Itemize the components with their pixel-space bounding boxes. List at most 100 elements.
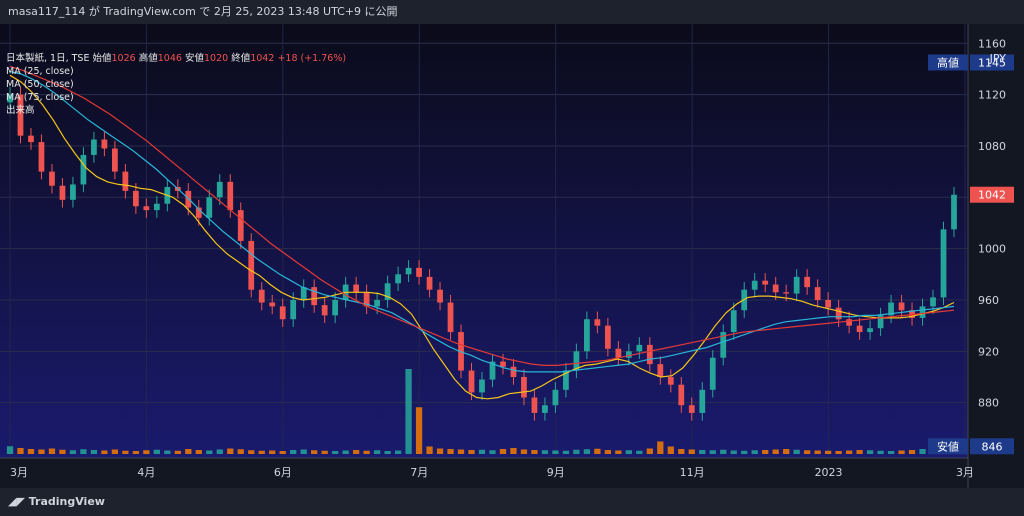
tradingview-logo[interactable]: ◢◤ TradingView — [8, 488, 105, 516]
volume-bar — [332, 451, 339, 454]
volume-bar — [489, 450, 496, 454]
legend-open-value: 1026 — [111, 53, 136, 64]
legend-ohlc-row: 日本製紙, 1日, TSE 始値1026 高値1046 安値1020 終値104… — [6, 52, 346, 65]
volume-bar — [27, 449, 35, 454]
candle-body — [636, 344, 643, 352]
candle-body — [772, 284, 779, 293]
volume-bar — [174, 450, 181, 454]
candle-body — [206, 197, 213, 218]
candle-body — [7, 94, 13, 103]
candle-body — [709, 357, 716, 390]
volume-bar — [783, 449, 790, 454]
legend-ma50[interactable]: MA (50, close) — [6, 79, 74, 90]
legend-open-label: 始値 — [92, 53, 112, 64]
publish-header-text: masa117_114 が TradingView.com で 2月 25, 2… — [8, 5, 398, 18]
candle-body — [825, 299, 832, 308]
volume-bar — [143, 450, 150, 454]
volume-bar — [405, 369, 412, 454]
candle-body — [353, 284, 360, 293]
volume-bar — [730, 450, 737, 454]
candle-body — [688, 405, 695, 413]
volume-bar — [520, 449, 528, 454]
volume-bar — [908, 450, 916, 454]
candle-body — [877, 315, 884, 329]
candle-body — [153, 203, 160, 211]
legend-ma75[interactable]: MA (75, close) — [6, 92, 74, 103]
candle-body — [563, 370, 569, 390]
candle-body — [363, 292, 370, 307]
chart-area[interactable]: 88092096010001040108011201160 3月4月6月7月9月… — [0, 24, 1024, 488]
candle-body — [657, 364, 664, 377]
candle-body — [856, 325, 863, 333]
candle-body — [468, 370, 475, 393]
volume-bar — [625, 450, 632, 454]
volume-bar — [499, 449, 507, 454]
currency-label: JPY — [989, 52, 1006, 65]
candlesticks — [7, 86, 957, 421]
candle-body — [646, 344, 653, 365]
candle-body — [531, 397, 538, 413]
volume-bar — [804, 450, 811, 454]
candle-body — [28, 135, 34, 143]
volume-bar — [321, 450, 328, 454]
candle-body — [311, 287, 318, 306]
time-tick-label: 4月 — [137, 466, 155, 479]
volume-bar — [688, 449, 695, 454]
volume-bar — [290, 450, 297, 454]
candle-body — [500, 361, 506, 367]
legend-ma25[interactable]: MA (25, close) — [6, 66, 74, 77]
volume-bar — [541, 450, 549, 454]
volume-bar — [90, 450, 98, 454]
time-tick-label: 3月 — [10, 466, 28, 479]
volume-bar — [457, 449, 465, 454]
volume-bar — [48, 448, 56, 454]
volume-bar — [604, 450, 612, 454]
legend-change-value: +18 (+1.76%) — [277, 53, 347, 64]
volume-bar — [835, 451, 842, 454]
volume-bar — [741, 450, 748, 454]
candle-body — [384, 283, 391, 300]
candle-body — [552, 389, 559, 406]
candle-body — [678, 384, 685, 406]
candle-body — [300, 287, 307, 300]
high-tag-label-bg — [928, 54, 968, 71]
moving-average-lines — [9, 65, 955, 400]
price-chart[interactable]: 88092096010001040108011201160 3月4月6月7月9月… — [0, 24, 1024, 488]
legend-close-value: 1042 — [250, 53, 275, 64]
volume-bar — [69, 450, 77, 454]
price-tick-label: 960 — [978, 294, 999, 307]
candle-body — [122, 171, 129, 191]
candle-body — [290, 299, 297, 320]
ma-line-25 — [9, 74, 955, 400]
volume-bar — [887, 451, 895, 454]
volume-bar — [573, 449, 580, 454]
candle-body — [783, 292, 790, 294]
price-axis-background — [968, 24, 1024, 488]
legend-high-label: 高値 — [138, 53, 158, 64]
candle-body — [804, 276, 811, 288]
candle-body — [751, 280, 758, 290]
candle-body — [195, 207, 202, 218]
candle-body — [940, 229, 947, 298]
candle-body — [374, 299, 380, 307]
volume-bar — [877, 450, 884, 454]
volume-bar — [762, 450, 769, 454]
volume-bar — [615, 450, 622, 454]
low-tag-label-bg — [928, 438, 968, 455]
volume-bars — [6, 369, 958, 454]
candle-body — [762, 280, 769, 285]
candle-body — [720, 332, 727, 358]
candle-body — [405, 267, 412, 275]
candle-body — [730, 310, 737, 333]
candle-body — [573, 351, 580, 371]
tradingview-logo-icon: ◢◤ — [8, 495, 29, 508]
volume-bar — [195, 450, 202, 454]
volume-bar — [248, 450, 255, 454]
candle-body — [625, 351, 632, 358]
volume-bar — [426, 446, 433, 454]
volume-bar — [269, 450, 276, 454]
candle-body — [793, 276, 800, 294]
candle-body — [279, 306, 286, 320]
legend-volume[interactable]: 出来高 — [6, 105, 35, 116]
price-tick-label: 1080 — [978, 140, 1006, 153]
